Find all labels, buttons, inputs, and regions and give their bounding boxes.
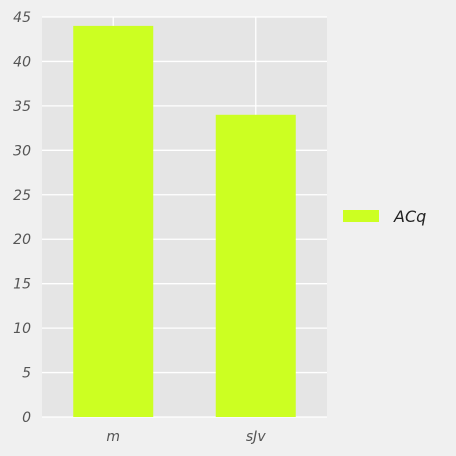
legend-label: ACq	[393, 207, 426, 226]
bar-m	[73, 25, 154, 418]
legend-swatch	[343, 210, 379, 222]
y-tick-label: 20	[13, 232, 31, 248]
x-axis: m sJv	[106, 429, 266, 445]
y-tick-label: 35	[13, 99, 31, 115]
y-tick-label: 0	[22, 410, 31, 426]
y-tick-label: 25	[13, 188, 31, 204]
x-tick-label: m	[106, 429, 120, 445]
y-tick-label: 10	[13, 321, 31, 337]
y-axis: 0 5 10 15 20 25 30 35 40 45	[13, 10, 31, 426]
x-tick-label: sJv	[246, 429, 266, 445]
y-tick-label: 5	[22, 366, 31, 382]
y-tick-label: 40	[13, 54, 31, 70]
y-tick-label: 15	[13, 277, 31, 293]
bars	[73, 25, 296, 418]
y-tick-label: 45	[13, 10, 31, 26]
y-tick-label: 30	[13, 143, 31, 159]
bar-sJv	[215, 114, 296, 418]
legend: ACq	[343, 207, 426, 226]
